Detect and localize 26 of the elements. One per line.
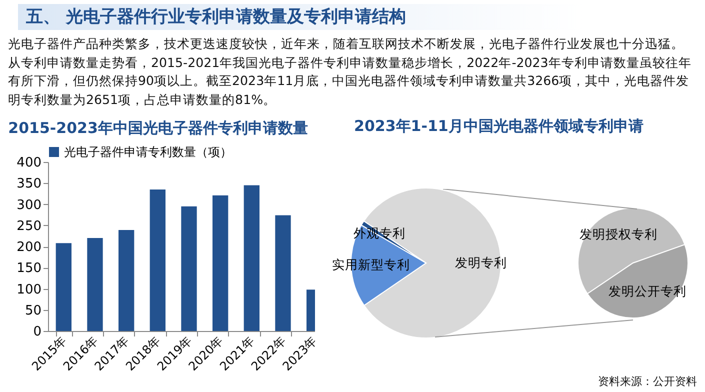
y-tick-label: 350	[16, 176, 42, 192]
y-tick-label: 150	[16, 261, 42, 276]
text: 资料来源：公开资料	[598, 374, 697, 389]
bar	[56, 243, 72, 331]
bar	[181, 206, 197, 331]
y-tick-label: 50	[24, 303, 42, 318]
bar	[118, 230, 134, 331]
legend-label: 光电子器件申请专利数量（项）	[64, 145, 232, 159]
bar	[275, 215, 291, 331]
chart-title: 2015-2023年中国光电子器件专利申请数量	[8, 119, 308, 137]
y-tick-label: 200	[16, 240, 42, 255]
bar	[150, 189, 166, 331]
text: 光电子器件产品种类繁多，技术更迭速度较快，近年来，随着互联网技术不断发展，光电子器件行业发展也十分迅猛。从专利申请数量走势看，2015-2021年我国光电子器件专利申请数量稳步增长，2022年-2023年专利申请数量虽较往年有所下滑，但仍然保持90项以上。截至2023年11月底，中国光电器件领域专利申请数量共3266项，其中，光电器件发明专利数量为2651项，占总申请数量的81%。	[8, 35, 692, 108]
bar	[212, 195, 228, 331]
y-tick-label: 400	[16, 156, 42, 170]
slice-label: 发明专利	[455, 254, 507, 270]
chart-title: 2023年1-11月中国光电器件领域专利申请	[354, 117, 644, 135]
slice-label: 发明公开专利	[608, 284, 686, 299]
bar	[87, 238, 103, 331]
y-tick-label: 100	[16, 282, 42, 298]
y-tick-label: 300	[16, 198, 42, 213]
bar	[244, 185, 260, 331]
slice-label: 发明授权专利	[580, 226, 658, 242]
text: 五、 光电子器件行业专利申请数量及专利申请结构	[18, 4, 586, 30]
y-tick-label: 0	[33, 324, 42, 340]
y-tick-label: 250	[16, 218, 42, 234]
